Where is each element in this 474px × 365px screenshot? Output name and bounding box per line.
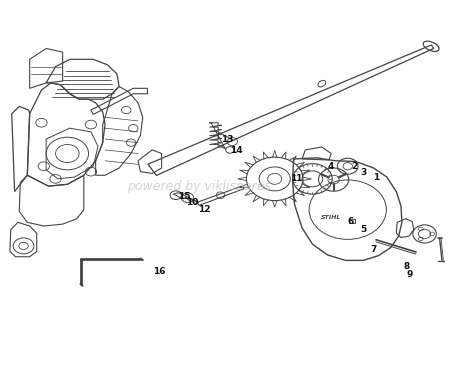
Text: 15: 15 (178, 192, 191, 201)
Text: 6: 6 (348, 217, 354, 226)
Text: 16: 16 (153, 267, 165, 276)
Text: 8: 8 (403, 262, 410, 271)
Text: 13: 13 (221, 135, 234, 143)
Text: 7: 7 (371, 245, 377, 254)
Text: 1: 1 (373, 173, 379, 181)
Text: 12: 12 (198, 205, 210, 214)
Bar (349, 219, 356, 223)
Text: STIHL: STIHL (321, 215, 341, 220)
Text: 9: 9 (407, 270, 413, 279)
Text: 2: 2 (352, 162, 358, 171)
Text: 10: 10 (186, 198, 198, 207)
Text: 3: 3 (360, 168, 366, 177)
Text: 11: 11 (290, 174, 302, 183)
Text: 5: 5 (360, 225, 366, 234)
Text: powered by viklispares: powered by viklispares (128, 180, 271, 193)
Text: 4: 4 (327, 162, 334, 171)
Text: 14: 14 (230, 146, 242, 155)
